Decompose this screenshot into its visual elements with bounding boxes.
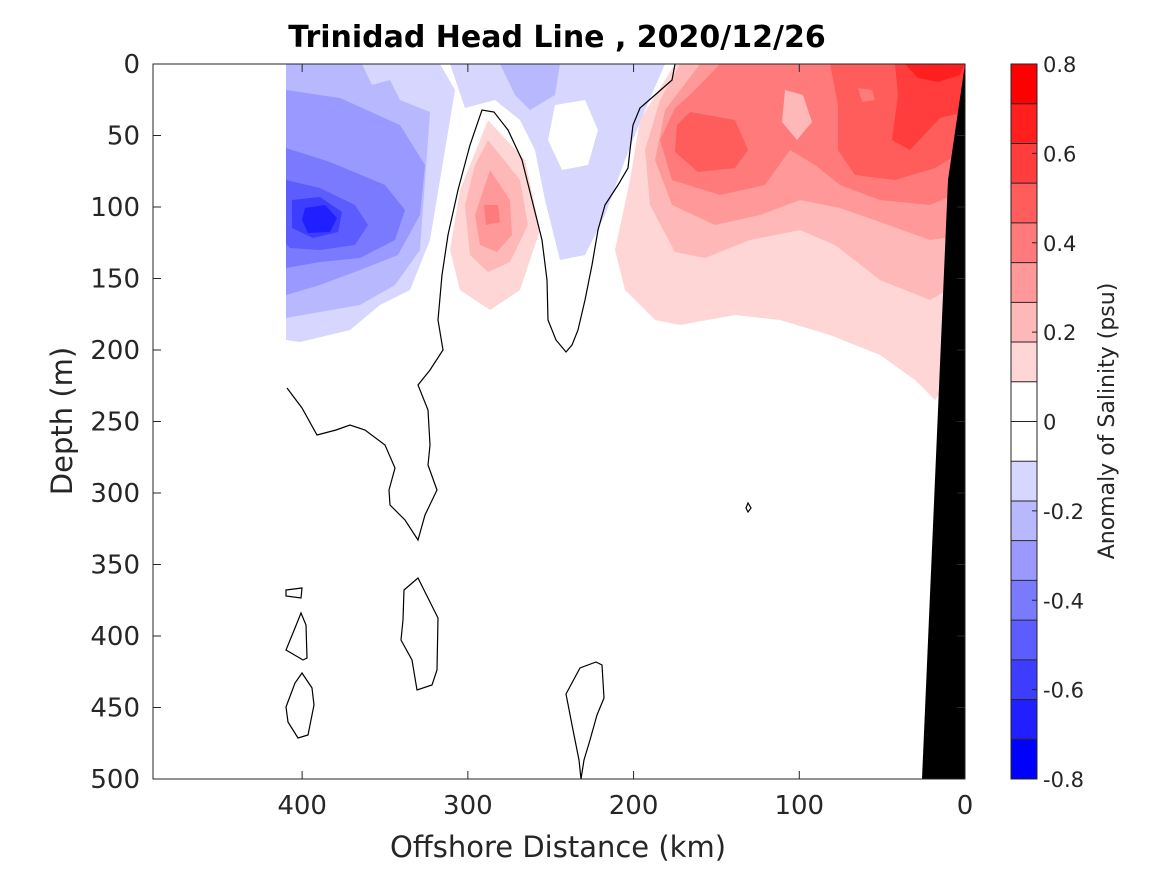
colorbar-segment xyxy=(1011,620,1037,661)
zero-contour-line-05 xyxy=(285,671,315,739)
contour-fill-neg-09 xyxy=(500,64,560,110)
colorbar-segment xyxy=(1011,659,1037,701)
colorbar-segment xyxy=(1011,302,1037,343)
colorbar-segment xyxy=(1011,540,1037,581)
y-tick-label: 300 xyxy=(90,479,140,509)
y-axis-label: Depth (m) xyxy=(45,347,79,495)
bottom-mask xyxy=(922,64,965,779)
colorbar-segment xyxy=(1011,342,1037,383)
colorbar-segment xyxy=(1011,699,1037,740)
contour-fill-pos-10 xyxy=(675,112,748,172)
colorbar-tick-label: 0.2 xyxy=(1043,321,1076,345)
colorbar-tick-label: -0.6 xyxy=(1043,679,1084,703)
contour-field xyxy=(153,64,965,779)
zero-contour-line-03 xyxy=(285,587,303,599)
y-tick-label: 250 xyxy=(90,408,140,438)
colorbar-segment xyxy=(1011,739,1037,780)
y-tick-label: 500 xyxy=(90,765,140,795)
colorbar: 0.8 0.6 0.4 0.2 0 -0.2 -0.4 -0.6 -0.8 xyxy=(1010,53,1084,792)
y-tick-label: 450 xyxy=(90,694,140,724)
colorbar-segment xyxy=(1011,183,1037,224)
colorbar-tick-label: 0.8 xyxy=(1043,53,1076,77)
zero-contour-line-07 xyxy=(745,501,752,514)
colorbar-segment xyxy=(1011,500,1037,542)
zero-contours xyxy=(285,64,752,779)
colorbar-segment xyxy=(1011,64,1037,105)
colorbar-tick-label: 0.4 xyxy=(1043,232,1076,256)
colorbar-tick-label: 0.6 xyxy=(1043,142,1076,166)
x-axis: 400 300 200 100 0 xyxy=(277,64,973,821)
colorbar-segment xyxy=(1011,262,1037,303)
x-tick-label: 400 xyxy=(277,791,327,821)
y-axis: 0 50 100 150 200 250 300 350 400 450 500 xyxy=(90,50,965,795)
colorbar-segment xyxy=(1011,421,1037,462)
colorbar-tick-label: 0 xyxy=(1043,411,1056,435)
zero-contour-line-04 xyxy=(285,611,308,661)
colorbar-tick-label: -0.4 xyxy=(1043,589,1084,613)
colorbar-segment xyxy=(1011,143,1037,184)
y-tick-label: 0 xyxy=(123,50,140,80)
contour-fill-pos-09 xyxy=(782,90,812,140)
y-tick-label: 150 xyxy=(90,265,140,295)
x-tick-label: 300 xyxy=(443,791,493,821)
colorbar-label: Anomaly of Salinity (psu) xyxy=(1095,283,1120,560)
contour-fill-pos-04 xyxy=(484,205,500,225)
contour-fill-pos-12 xyxy=(858,88,875,102)
contour-fill-neg-08 xyxy=(450,64,665,260)
colorbar-segment xyxy=(1011,103,1037,144)
x-tick-label: 200 xyxy=(609,791,659,821)
y-tick-label: 200 xyxy=(90,336,140,366)
contour-fill-pos-13 xyxy=(892,64,965,150)
colorbar-segment xyxy=(1011,381,1037,422)
y-tick-label: 50 xyxy=(107,122,140,152)
zero-contour-line-01 xyxy=(286,64,676,542)
colorbar-tick-label: -0.8 xyxy=(1043,768,1084,792)
chart-title: Trinidad Head Line , 2020/12/26 xyxy=(288,20,825,55)
colorbar-segment xyxy=(1011,461,1037,502)
x-tick-label: 100 xyxy=(774,791,824,821)
x-tick-label: 0 xyxy=(957,791,974,821)
x-axis-label: Offshore Distance (km) xyxy=(390,830,726,864)
contour-fill-pos-14 xyxy=(905,64,965,82)
y-tick-label: 400 xyxy=(90,622,140,652)
colorbar-tick-label: -0.2 xyxy=(1043,500,1084,524)
zero-contour-line-06 xyxy=(565,661,605,779)
contour-fill-neg-07 xyxy=(302,205,337,233)
zero-contour-line-02 xyxy=(400,577,439,691)
contour-fill-neg-10 xyxy=(548,100,598,170)
y-tick-label: 350 xyxy=(90,551,140,581)
y-tick-label: 100 xyxy=(90,193,140,223)
